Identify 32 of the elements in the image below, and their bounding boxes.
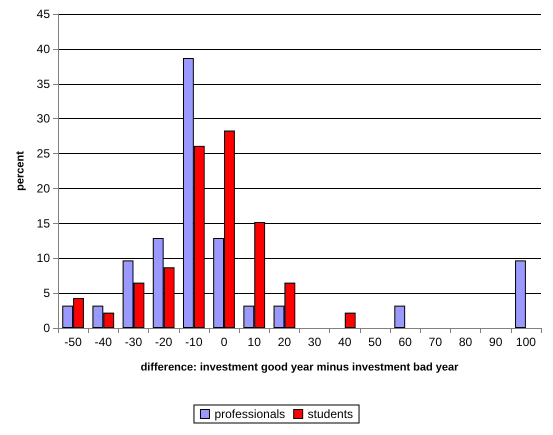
x-axis-title: difference: investment good year minus investment bad year bbox=[140, 362, 460, 374]
y-tick-label: 15 bbox=[36, 216, 50, 230]
bar bbox=[344, 312, 356, 328]
legend-label: professionals bbox=[214, 407, 286, 421]
x-tick-label: 0 bbox=[220, 335, 228, 349]
x-tick-label: 60 bbox=[398, 335, 412, 349]
bar bbox=[394, 306, 406, 328]
x-tick-label: 90 bbox=[489, 335, 503, 349]
x-tick-label: 40 bbox=[338, 335, 352, 349]
y-tick-label: 35 bbox=[36, 76, 50, 91]
x-tick-label: -30 bbox=[124, 335, 142, 349]
x-tick-label: -40 bbox=[94, 335, 112, 349]
x-tick-label: 50 bbox=[368, 335, 382, 349]
x-tick-label: 20 bbox=[278, 335, 292, 349]
x-tick-label: 30 bbox=[308, 335, 322, 349]
y-tick-label: 10 bbox=[36, 251, 50, 266]
y-tick-label: 45 bbox=[36, 7, 50, 21]
x-tick-label: -10 bbox=[185, 335, 203, 349]
x-tick-label: 70 bbox=[428, 335, 442, 349]
y-tick-label: 20 bbox=[36, 181, 50, 196]
y-tick-label: 0 bbox=[43, 321, 50, 335]
y-tick-label: 40 bbox=[36, 42, 50, 56]
y-axis-title: percent bbox=[14, 150, 26, 191]
y-tick-label: 25 bbox=[36, 146, 50, 161]
y-tick-label: 30 bbox=[36, 112, 50, 126]
legend-label: students bbox=[308, 407, 354, 421]
x-tick-label: -20 bbox=[154, 335, 173, 349]
x-tick-label: 10 bbox=[248, 335, 262, 349]
x-tick-label: -50 bbox=[64, 335, 82, 349]
y-tick-label: 5 bbox=[43, 286, 50, 300]
x-tick-label: 100 bbox=[516, 335, 536, 349]
x-tick-label: 80 bbox=[458, 335, 473, 349]
